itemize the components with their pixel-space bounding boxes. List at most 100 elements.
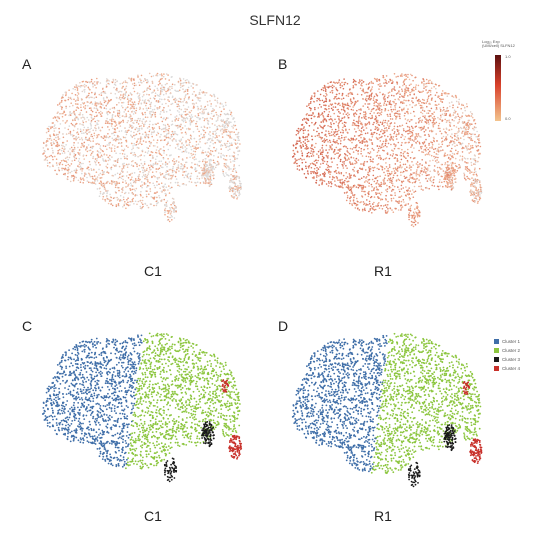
scatter-point [164, 183, 166, 185]
scatter-point [309, 152, 312, 155]
scatter-point [361, 155, 364, 157]
scatter-point [423, 116, 426, 119]
scatter-point [367, 98, 370, 100]
scatter-point [437, 170, 439, 173]
scatter-point [361, 82, 363, 84]
scatter-point [90, 119, 93, 122]
scatter-point [339, 158, 342, 161]
scatter-point [454, 133, 456, 135]
scatter-point [78, 149, 81, 151]
scatter-point [208, 175, 210, 177]
scatter-point [397, 112, 399, 115]
scatter-point [433, 185, 436, 187]
scatter-point [148, 94, 150, 96]
scatter-point [220, 156, 222, 159]
scatter-point [121, 97, 123, 99]
scatter-point [163, 117, 165, 119]
scatter-point [141, 112, 144, 114]
scatter-point [397, 147, 400, 150]
scatter-point [309, 147, 312, 149]
scatter-point [364, 111, 367, 113]
scatter-point [121, 168, 123, 170]
scatter-point [404, 118, 407, 120]
scatter-point [433, 122, 436, 125]
scatter-point [61, 99, 63, 102]
scatter-point [131, 200, 134, 203]
scatter-point [384, 174, 387, 176]
scatter-point [317, 168, 320, 170]
scatter-point [369, 160, 372, 163]
scatter-point [192, 145, 194, 147]
scatter-point [449, 158, 451, 161]
scatter-point [463, 174, 466, 176]
scatter-point [180, 108, 183, 111]
scatter-point [389, 115, 392, 117]
scatter-point [175, 171, 177, 174]
scatter-point [132, 147, 134, 149]
scatter-point [99, 156, 101, 158]
scatter-point [194, 153, 197, 156]
scatter-point [415, 141, 417, 144]
scatter-point [345, 128, 347, 131]
scatter-point [172, 201, 175, 203]
scatter-point [170, 113, 172, 116]
scatter-point [114, 131, 117, 134]
scatter-point [410, 169, 412, 171]
scatter-point [47, 130, 50, 133]
scatter-point [187, 86, 190, 89]
scatter-point [322, 86, 324, 89]
scatter-point [390, 143, 392, 146]
scatter-point [73, 98, 75, 101]
scatter-point [164, 177, 167, 179]
scatter-point [137, 96, 140, 98]
scatter-point [74, 114, 77, 117]
scatter-point [102, 104, 104, 106]
scatter-point [131, 119, 133, 122]
scatter-point [474, 159, 477, 162]
scatter-point [106, 148, 108, 151]
scatter-point [118, 130, 121, 133]
scatter-point [316, 153, 318, 155]
scatter-point [94, 160, 96, 163]
scatter-point [47, 162, 49, 164]
scatter-point [163, 139, 166, 141]
scatter-point [164, 204, 166, 207]
scatter-point [473, 119, 476, 121]
scatter-point [85, 111, 88, 113]
scatter-point [130, 77, 133, 80]
scatter-point [312, 172, 315, 174]
scatter-point [168, 161, 171, 163]
scatter-point [197, 107, 200, 110]
scatter-point [146, 93, 148, 96]
scatter-point [146, 81, 148, 84]
scatter-point [298, 137, 301, 139]
scatter-point [425, 150, 427, 152]
scatter-point [164, 124, 167, 127]
scatter-point [142, 196, 144, 199]
scatter-point [156, 177, 159, 179]
scatter-point [313, 95, 316, 98]
scatter-point [439, 150, 441, 152]
scatter-point [173, 210, 175, 212]
scatter-point [375, 109, 377, 111]
scatter-point [360, 147, 363, 150]
scatter-point [229, 136, 231, 139]
scatter-point [152, 139, 155, 141]
scatter-point [122, 85, 125, 88]
scatter-point [197, 113, 199, 115]
scatter-point [418, 142, 421, 145]
scatter-point [163, 198, 165, 201]
scatter-point [99, 82, 102, 84]
scatter-point [365, 118, 367, 120]
scatter-point [133, 90, 136, 93]
scatter-point [221, 128, 224, 130]
scatter-point [204, 142, 206, 145]
scatter-point [205, 170, 208, 173]
scatter-point [426, 119, 428, 122]
scatter-point [408, 78, 411, 81]
scatter-point [131, 83, 134, 85]
scatter-point [127, 177, 130, 179]
scatter-point [64, 173, 66, 175]
scatter-point [321, 181, 324, 184]
